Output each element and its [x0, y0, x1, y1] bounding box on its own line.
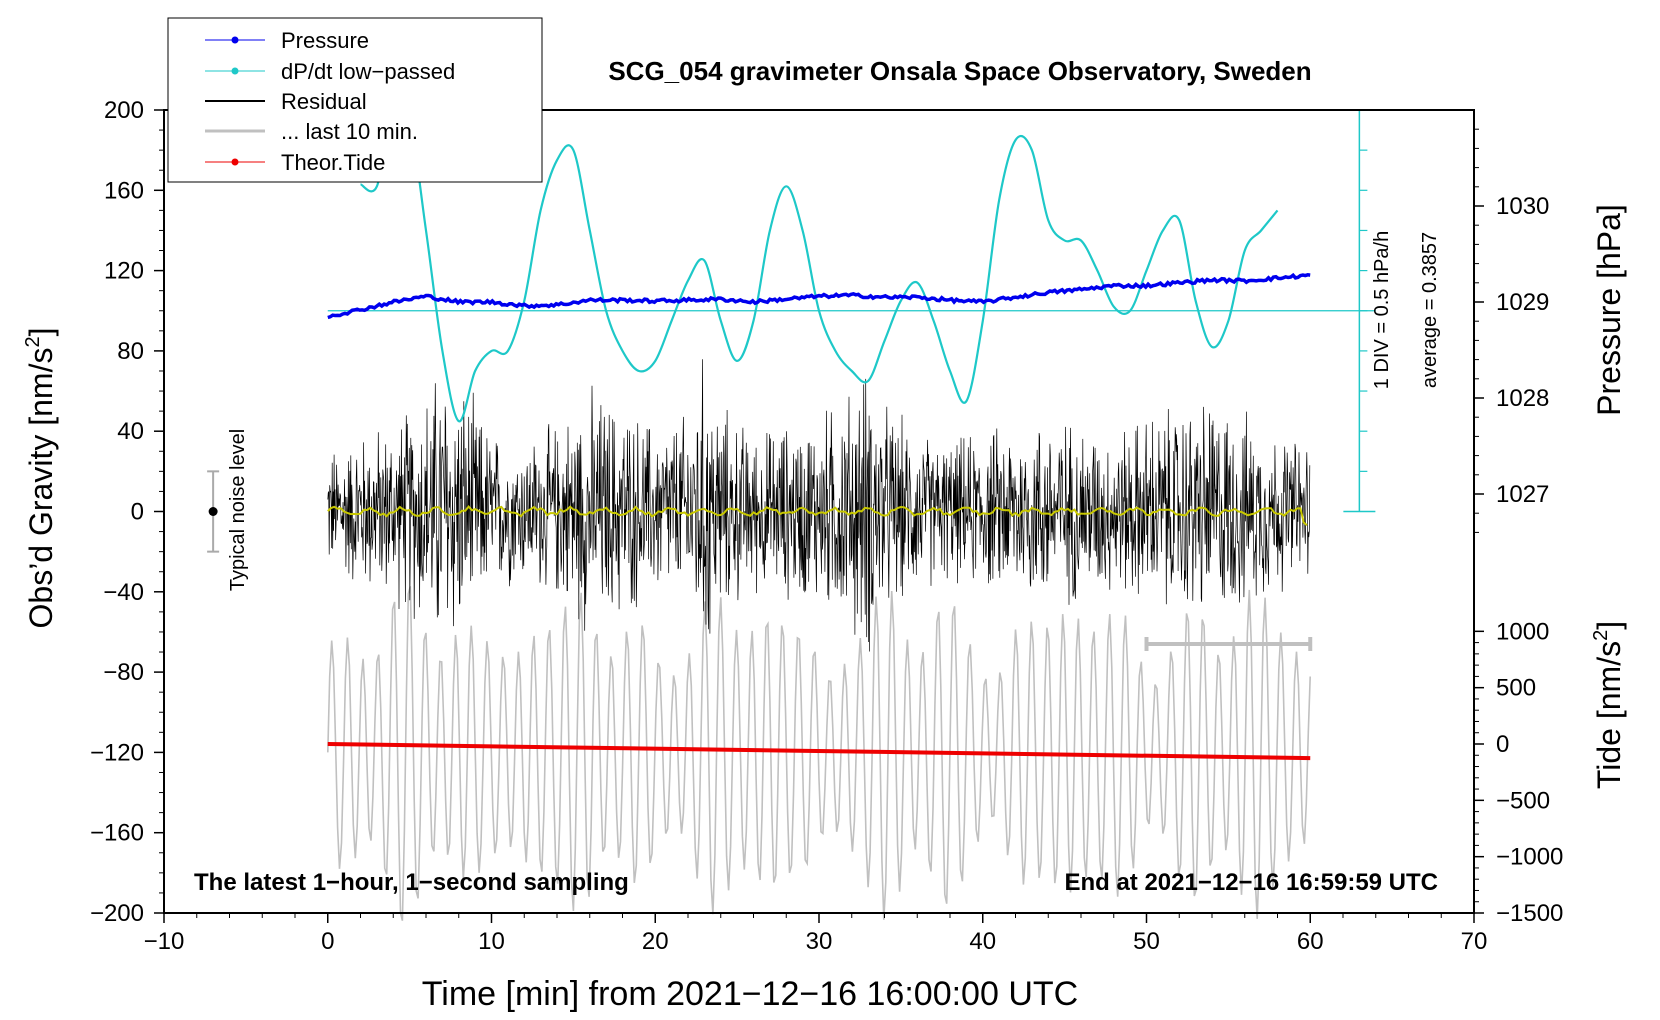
y-left-tick-label-1: 160: [104, 177, 144, 204]
annotation-sampling: The latest 1−hour, 1−second sampling: [194, 869, 629, 896]
x-tick-label-2: 10: [478, 928, 505, 955]
legend-pressure-marker: [231, 36, 239, 44]
x-tick-label-1: 0: [321, 928, 334, 955]
noise-level-label: Typical noise level: [227, 429, 249, 591]
x-axis-label: Time [min] from 2021−12−16 16:00:00 UTC: [422, 975, 1078, 1013]
annotation-end-time: End at 2021−12−16 16:59:59 UTC: [1064, 869, 1438, 896]
noise-level-point: [208, 507, 218, 516]
y-tide-tick-label-0: 1000: [1496, 618, 1549, 645]
y-pressure-tick-label-2: 1028: [1496, 385, 1549, 412]
x-tick-label-7: 60: [1297, 928, 1324, 955]
x-tick-label-4: 30: [806, 928, 833, 955]
legend-entry-last10: ... last 10 min.: [205, 119, 418, 144]
chart-title: SCG_054 gravimeter Onsala Space Observat…: [608, 56, 1311, 86]
y-left-tick-label-10: −200: [90, 900, 144, 927]
legend-entry-tide: Theor.Tide: [205, 150, 385, 175]
y-left-tick-label-0: 200: [104, 97, 144, 124]
y-left-tick-label-6: −40: [103, 579, 144, 606]
dpdt-curve: [359, 101, 1279, 423]
legend-tide-label: Theor.Tide: [281, 150, 385, 175]
legend-dpdt-marker: [231, 67, 239, 75]
y-left-tick-label-8: −120: [90, 739, 144, 766]
x-tick-label-0: −10: [144, 928, 185, 955]
y-axis-label-left: Obs’d Gravity [nm/s2]: [22, 328, 59, 629]
legend: Pressure dP/dt low−passed Residual ... l…: [167, 17, 543, 183]
legend-residual-label: Residual: [281, 89, 367, 114]
y-pressure-tick-label-0: 1030: [1496, 193, 1549, 220]
series-layer: [207, 101, 1376, 921]
x-tick-label-5: 40: [969, 928, 996, 955]
residual-mean-line: [327, 505, 1308, 526]
x-tick-label-6: 50: [1133, 928, 1160, 955]
legend-entry-dpdt: dP/dt low−passed: [205, 59, 455, 84]
pressure-trace: [327, 272, 1311, 320]
legend-entry-pressure: Pressure: [205, 28, 369, 53]
y-axis-label-pressure: Pressure [hPa]: [1591, 204, 1627, 416]
y-left-tick-label-2: 120: [104, 258, 144, 285]
y-pressure-tick-label-1: 1029: [1496, 289, 1549, 316]
y-axis-label-tide: Tide [nm/s2]: [1590, 621, 1627, 789]
legend-tide-marker: [231, 158, 239, 166]
y-left-tick-label-4: 40: [117, 418, 144, 445]
y-tide-tick-label-1: 500: [1496, 675, 1536, 702]
tide-line: [327, 742, 1311, 761]
y-tide-tick-label-4: −1000: [1496, 844, 1563, 871]
legend-pressure-label: Pressure: [281, 28, 369, 53]
legend-entry-residual: Residual: [205, 89, 367, 114]
y-pressure-tick-label-3: 1027: [1496, 481, 1549, 508]
last10-trace: [327, 586, 1311, 921]
scale-average-label: average = 0.3857: [1419, 232, 1441, 388]
x-tick-label-3: 20: [642, 928, 669, 955]
y-left-tick-label-9: −160: [90, 820, 144, 847]
axis-ticks: −10 0 10 20 30 40 50 60 70 200 160 120 80 40 0 −40 −80 −1…: [90, 97, 1563, 955]
y-left-tick-label-3: 80: [117, 338, 144, 365]
legend-dpdt-label: dP/dt low−passed: [281, 59, 455, 84]
residual-trace: [327, 359, 1311, 652]
x-tick-label-8: 70: [1461, 928, 1488, 955]
y-left-tick-label-5: 0: [131, 499, 144, 526]
y-tide-tick-label-5: −1500: [1496, 900, 1563, 927]
scale-div-label: 1 DIV = 0.5 hPa/h: [1371, 231, 1393, 389]
legend-last10-label: ... last 10 min.: [281, 119, 418, 144]
y-tide-tick-label-2: 0: [1496, 731, 1509, 758]
y-left-tick-label-7: −80: [103, 659, 144, 686]
y-tide-tick-label-3: −500: [1496, 787, 1550, 814]
